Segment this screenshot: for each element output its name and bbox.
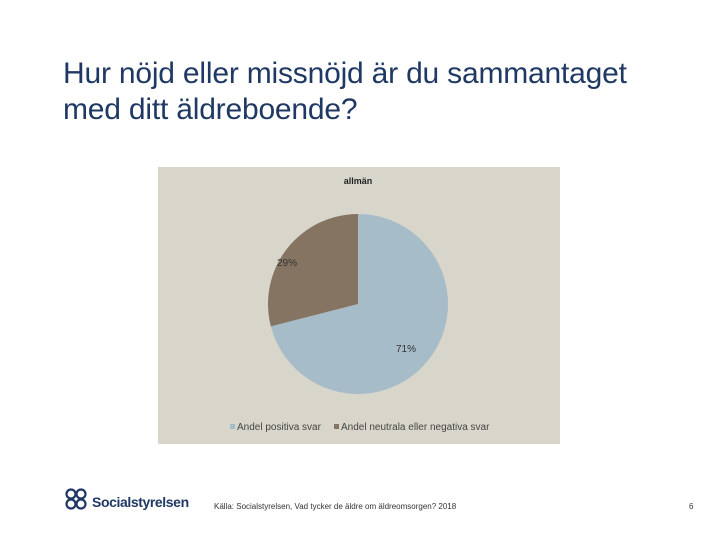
pie-chart: allmän 71% 29% Andel positiva svar Andel n… — [230, 176, 490, 433]
legend-label-1: Andel positiva svar — [237, 422, 322, 433]
legend-swatch-2 — [334, 424, 339, 429]
chart-title: allmän — [344, 176, 373, 186]
chart-legend: Andel positiva svar Andel neutrala eller … — [230, 422, 490, 433]
legend-swatch-1 — [230, 424, 235, 429]
legend-label-2: Andel neutrala eller negativa svar — [341, 422, 490, 433]
logo-text: Socialstyrelsen — [92, 494, 189, 510]
pie-slices — [268, 214, 448, 394]
pie-labels: 71% 29% — [277, 258, 416, 355]
pie-label-2: 29% — [277, 258, 297, 269]
pie-slice-2 — [268, 214, 358, 327]
pie-label-1: 71% — [396, 344, 416, 355]
socialstyrelsen-logo: Socialstyrelsen — [64, 488, 189, 516]
page-number: 6 — [689, 502, 694, 511]
source-note: Källa: Socialstyrelsen, Vad tycker de äl… — [214, 502, 457, 511]
pie-slice-1 — [270, 214, 448, 394]
slide-title: Hur nöjd eller missnöjd är du sammantage… — [63, 57, 627, 126]
logo-mark-icon — [65, 488, 87, 510]
chart-panel: allmän 71% 29% Andel positiva svar Andel n… — [158, 167, 560, 444]
